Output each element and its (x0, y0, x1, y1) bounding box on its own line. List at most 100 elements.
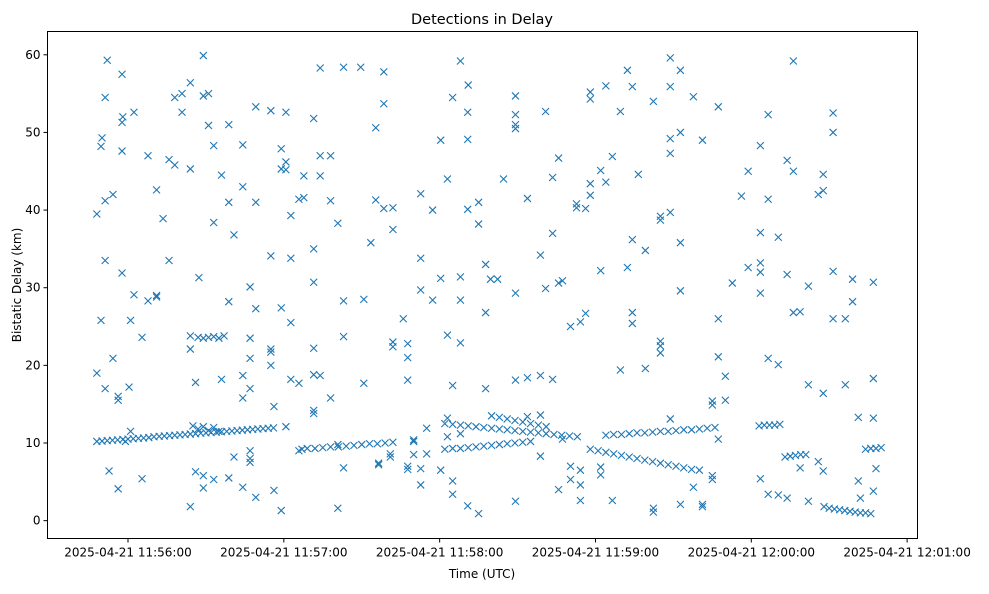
data-point-marker (230, 231, 238, 239)
data-point-marker (666, 82, 675, 91)
data-point-marker (541, 107, 550, 116)
data-point-marker (224, 120, 233, 129)
data-point-marker (623, 263, 632, 272)
data-point-marker (333, 219, 342, 228)
data-point-marker (152, 291, 161, 300)
data-point-marker (379, 99, 388, 108)
data-point-marker (623, 66, 632, 75)
data-point-marker (416, 286, 425, 294)
data-point-marker (854, 477, 863, 485)
data-point-marker (403, 462, 412, 471)
data-point-marker (416, 481, 425, 489)
data-point-marker (266, 361, 275, 370)
data-point-marker (640, 456, 649, 464)
data-point-marker (616, 366, 625, 374)
data-point-marker (756, 474, 765, 483)
data-point-marker (97, 142, 105, 151)
data-point-marker (503, 425, 512, 434)
data-point-marker (326, 151, 335, 160)
data-point-marker (443, 432, 452, 441)
data-point-marker (318, 443, 327, 452)
data-point-marker (869, 374, 878, 383)
data-point-marker (804, 497, 813, 506)
chart-title: Detections in Delay (411, 12, 553, 28)
y-tick-label: 30 (25, 281, 40, 295)
data-point-marker (764, 195, 773, 204)
data-point-marker (299, 172, 308, 180)
data-point-marker (487, 424, 496, 433)
data-point-marker (542, 429, 551, 438)
data-point-marker (703, 424, 712, 433)
data-point-marker (481, 308, 490, 317)
data-point-marker (737, 192, 746, 200)
data-point-marker (656, 216, 665, 225)
data-point-marker (856, 494, 865, 503)
x-tick-label: 2025-04-21 11:56:00 (64, 546, 191, 560)
data-point-marker (246, 384, 254, 393)
data-point-marker (679, 425, 688, 434)
data-point-marker (601, 178, 610, 187)
data-point-marker (456, 444, 465, 453)
data-point-marker (101, 256, 110, 265)
data-point-marker (804, 282, 813, 291)
data-point-marker (829, 128, 837, 137)
data-point-marker (586, 191, 595, 200)
data-point-marker (695, 466, 704, 475)
data-point-marker (195, 273, 203, 282)
data-point-marker (648, 457, 657, 466)
data-point-marker (576, 496, 585, 505)
data-point-marker (386, 453, 395, 461)
data-point-marker (550, 430, 558, 439)
data-point-marker (586, 95, 595, 103)
data-point-marker (409, 450, 418, 459)
plot-area-frame (47, 31, 918, 539)
data-point-marker (536, 411, 545, 419)
data-point-marker (389, 203, 397, 212)
data-point-marker (266, 106, 275, 115)
data-point-marker (641, 246, 650, 255)
data-point-marker (282, 108, 290, 117)
data-point-marker (672, 426, 680, 435)
data-point-marker (309, 409, 318, 418)
data-point-marker (277, 304, 286, 312)
data-point-marker (698, 500, 707, 509)
data-point-marker (641, 364, 650, 373)
data-point-marker (536, 452, 545, 461)
data-point-marker (365, 439, 374, 448)
data-point-marker (339, 63, 348, 72)
data-point-marker (756, 268, 765, 277)
data-point-marker (499, 175, 508, 183)
data-point-marker (422, 424, 431, 433)
data-point-marker (774, 360, 783, 369)
data-point-marker (251, 493, 260, 502)
data-point-marker (209, 141, 218, 150)
data-point-marker (103, 56, 112, 65)
data-point-marker (191, 467, 200, 476)
data-point-marker (617, 451, 626, 460)
data-point-marker (796, 463, 805, 472)
data-point-marker (656, 212, 665, 221)
data-point-marker (448, 93, 457, 102)
data-point-marker (581, 204, 590, 213)
data-point-marker (481, 384, 490, 393)
data-point-marker (594, 446, 602, 455)
data-point-marker (144, 297, 152, 305)
data-point-marker (523, 412, 532, 421)
data-point-marker (841, 314, 850, 323)
data-point-marker (428, 206, 437, 214)
data-point-marker (126, 427, 135, 436)
data-point-marker (596, 266, 605, 275)
data-point-marker (286, 375, 295, 384)
data-point-marker (511, 120, 520, 129)
data-point-marker (339, 332, 348, 341)
data-point-marker (282, 165, 290, 174)
data-point-marker (311, 444, 319, 453)
data-point-marker (220, 331, 228, 340)
data-point-marker (721, 372, 730, 381)
data-point-marker (309, 245, 318, 253)
data-point-marker (640, 429, 649, 437)
data-point-marker (474, 509, 483, 518)
data-point-marker (316, 371, 325, 380)
data-point-marker (783, 494, 792, 503)
